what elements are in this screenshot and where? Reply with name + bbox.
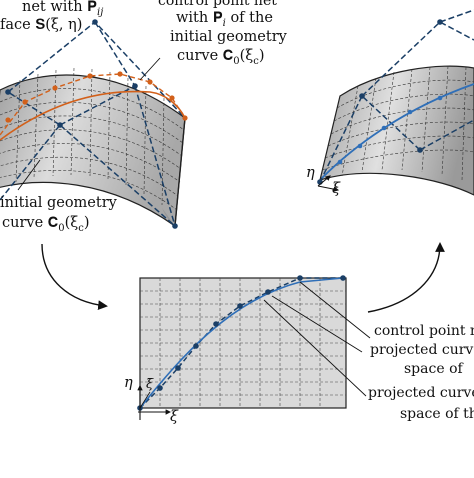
label-right-line2: projected curve [370,342,474,358]
axis-eta-right-label: η [306,165,315,181]
arrow-center-to-right [367,242,445,313]
right-curve-points [337,95,443,165]
right-surface-grid [321,65,474,181]
left-net-points [5,19,178,229]
axis-xi-right-label: ξ [332,181,340,197]
label-cpn-line1: control point net [158,0,277,9]
parameter-leaders [263,281,371,397]
label-cpn-line3: initial geometry [170,29,287,45]
label-right-line4: projected curve [368,385,474,401]
label-net-line2: face 𝐒(ξ, η) [0,17,83,33]
left-surface [0,67,186,228]
right-axes [317,175,340,192]
param-xi-bar-label: ξ̄ [146,377,154,392]
label-net-line1: net with 𝐏ij [22,0,104,18]
right-projected-curve [321,83,474,179]
parameter-space [137,275,371,420]
axis-xi-label: ξ [170,409,178,425]
parameter-axes [137,384,172,420]
right-surface [319,65,474,196]
initial-curve [0,71,188,141]
left-leaders [17,57,161,191]
label-initial-line2: curve 𝐂0(ξc) [2,215,90,234]
label-right-line1: control point n [374,323,474,339]
label-cpn-line2: with 𝐏i of the [176,10,273,29]
arrow-left-to-center [41,243,108,310]
label-right-line3: space of [404,361,463,377]
axis-eta-label: η [124,375,133,391]
label-cpn-line4: curve 𝐂0(ξc) [177,48,265,67]
parameter-control-points [137,275,346,411]
parameter-projected-curve [139,277,344,409]
label-initial-line1: initial geometry [0,195,117,211]
parameter-grid [140,278,346,408]
label-right-line5: space of th [400,406,474,422]
